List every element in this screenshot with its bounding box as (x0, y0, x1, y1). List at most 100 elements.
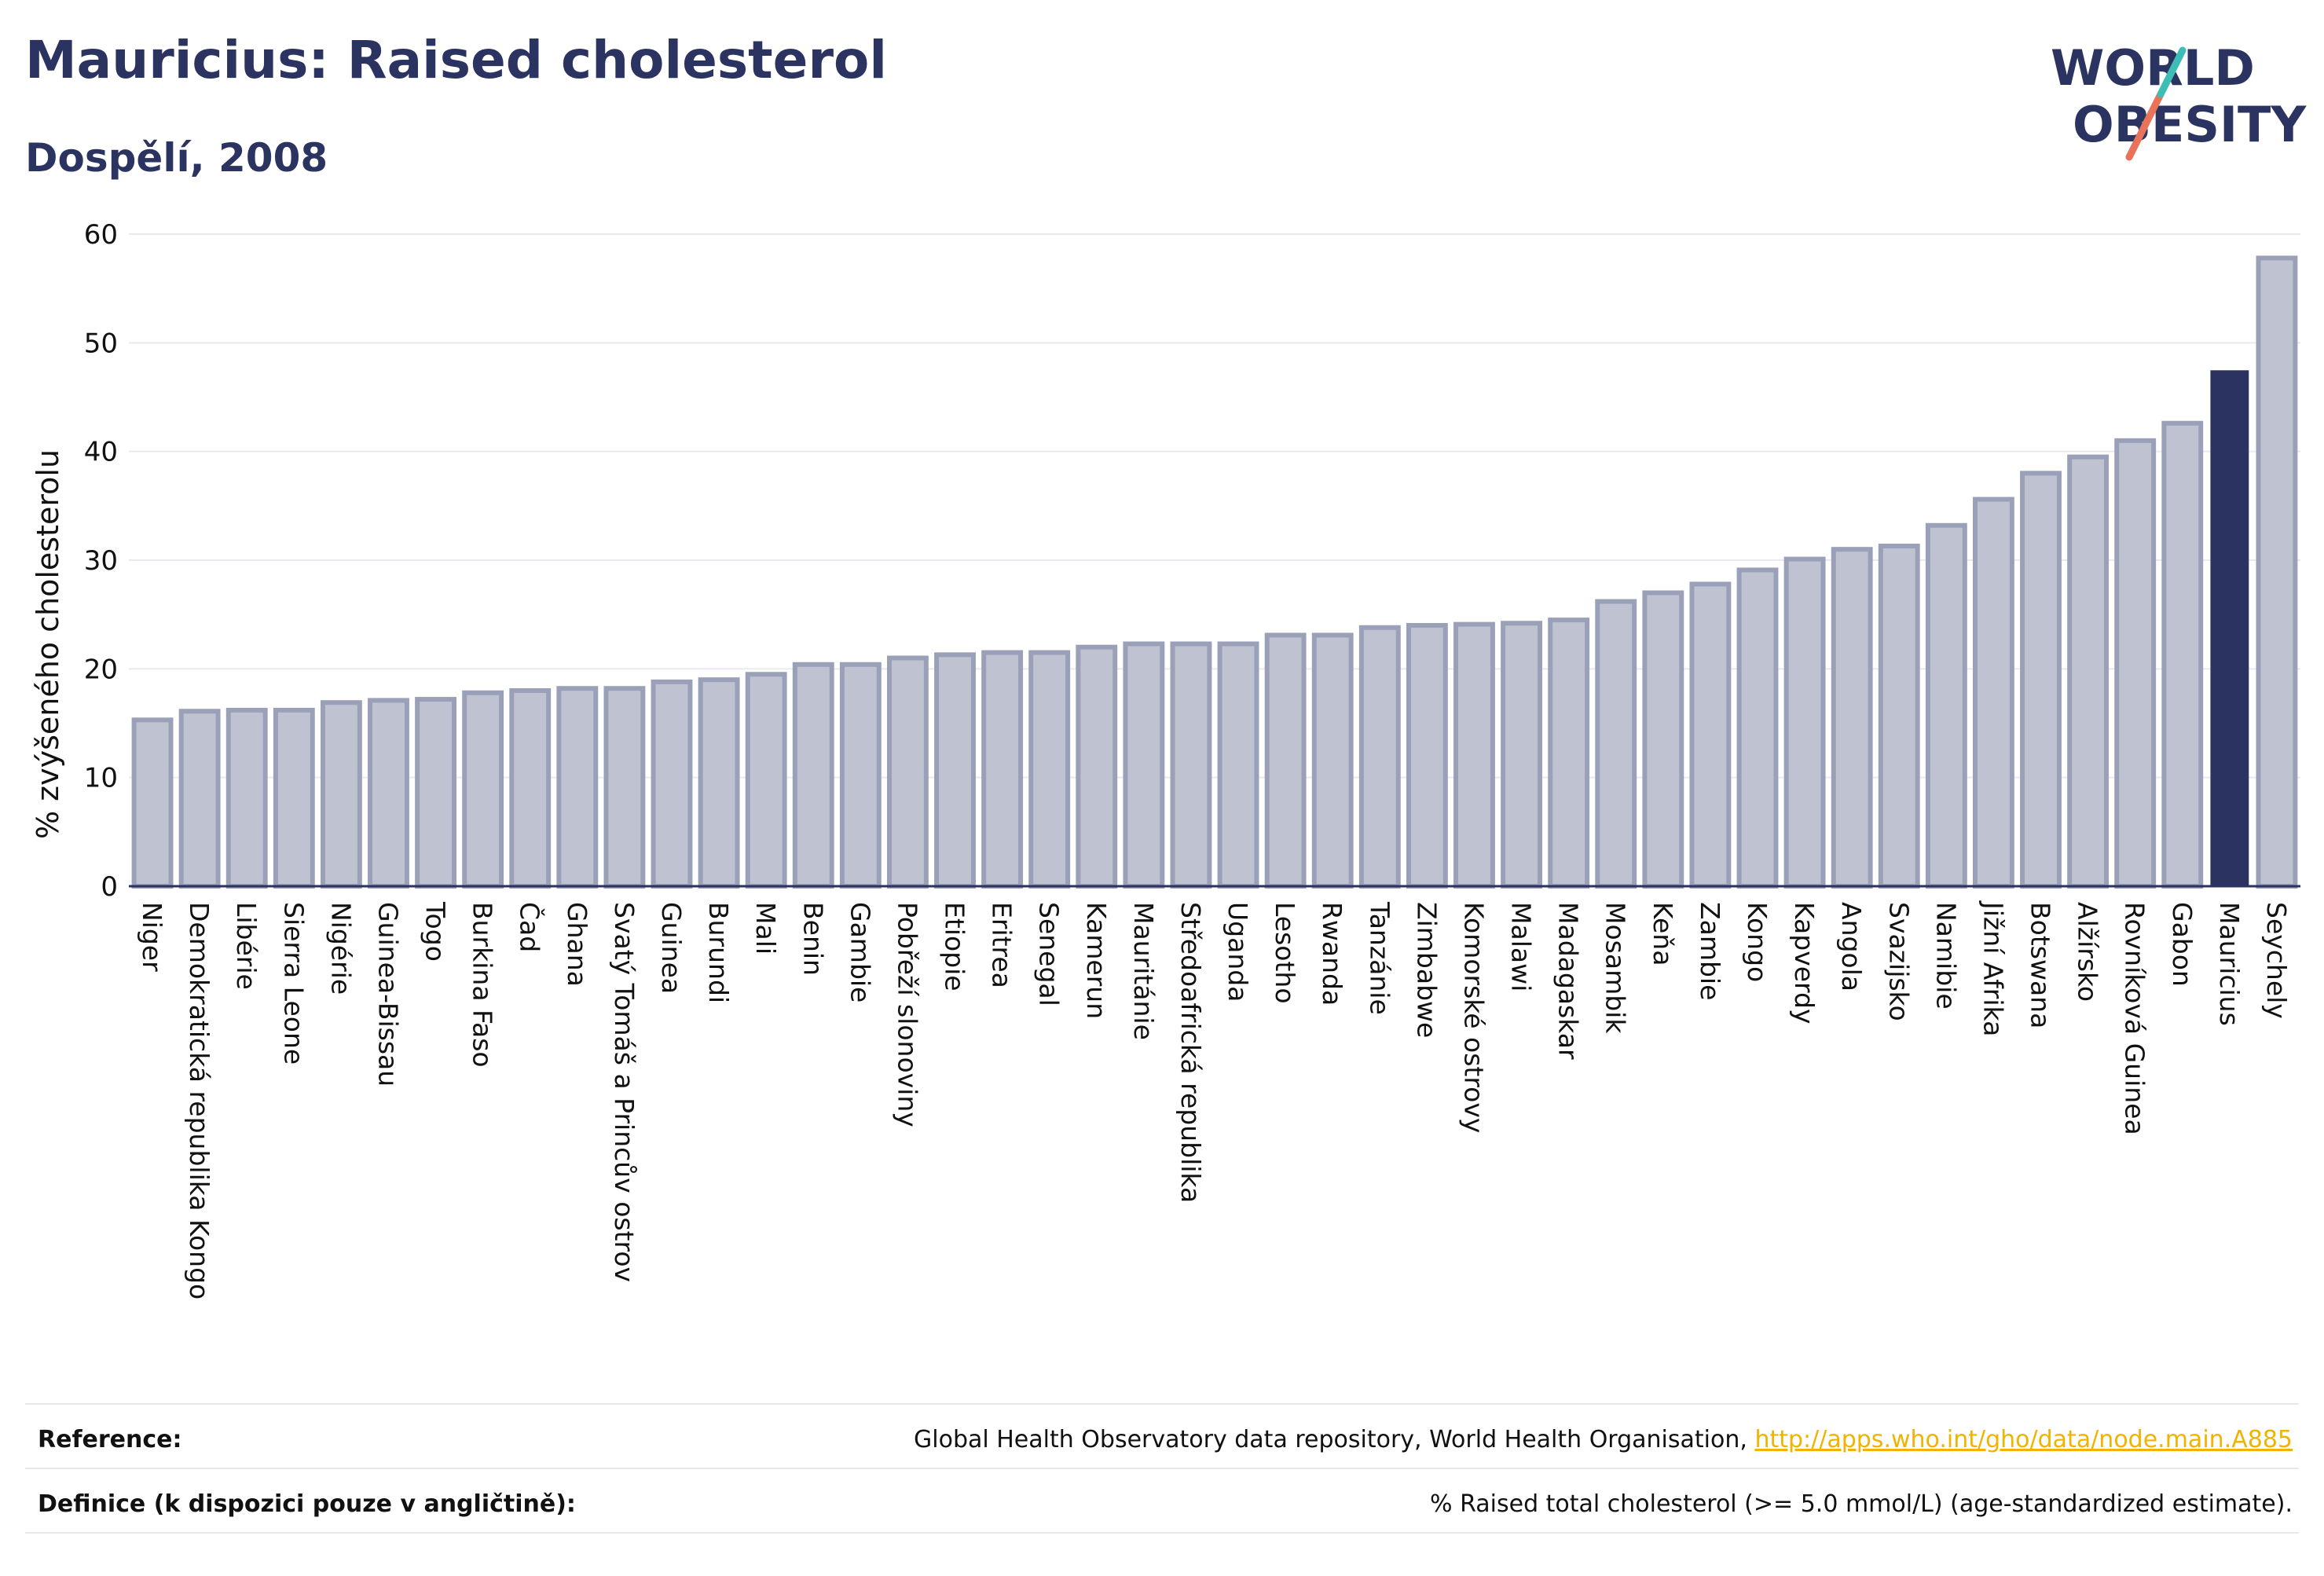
world-obesity-logo: WORLD OBESITY (2051, 39, 2307, 161)
bar-keňa[interactable] (1642, 590, 1684, 889)
bar-pobřeží-slonoviny[interactable] (887, 655, 929, 889)
bar-burkina-faso[interactable] (462, 690, 504, 889)
bar-mauricius[interactable] (2210, 370, 2249, 887)
page-subtitle: Dospělí, 2008 (25, 135, 328, 181)
page-title: Mauricius: Raised cholesterol (25, 30, 887, 90)
y-tick-label: 50 (84, 328, 118, 359)
bar-mosambik[interactable] (1595, 599, 1637, 889)
x-tick-label: Mauricius (2214, 902, 2245, 1026)
x-tick-label: Mauritánie (1128, 902, 1159, 1040)
bar-niger[interactable] (131, 717, 174, 889)
bar-chart: 0 10 20 30 40 50 60 Niger Demokratická republika… (31, 219, 2300, 1299)
definition-value: % Raised total cholesterol (>= 5.0 mmol/… (1430, 1490, 2293, 1518)
y-tick-label: 60 (84, 219, 118, 251)
x-tick-label: Sierra Leone (278, 902, 309, 1065)
x-tick-label: Libérie (231, 902, 262, 990)
x-tick-label: Svazijsko (1883, 902, 1914, 1021)
x-tick-label: Guinea (656, 902, 687, 994)
bar-kapverdy[interactable] (1783, 556, 1826, 889)
bar-demokratická-republika-kongo[interactable] (178, 709, 221, 889)
bar-ghana[interactable] (556, 686, 599, 889)
reference-text: Global Health Observatory data repositor… (914, 1426, 1755, 1453)
x-tick-label: Benin (797, 902, 828, 976)
bar-čad[interactable] (509, 688, 552, 889)
bar-eritrea[interactable] (981, 650, 1024, 889)
bar-svazijsko[interactable] (1878, 544, 1920, 889)
bar-jižní-afrika[interactable] (1973, 497, 2014, 889)
bar-svatý-tomáš-a-princův-ostrov[interactable] (603, 686, 646, 889)
x-tick-label: Čad (515, 902, 546, 952)
y-tick-label: 0 (101, 871, 118, 903)
bar-rwanda[interactable] (1311, 632, 1354, 889)
bar-komorské-ostrovy[interactable] (1453, 621, 1495, 889)
x-tick-label: Togo (420, 901, 451, 962)
x-tick-label: Angola (1836, 902, 1867, 991)
footer-divider (25, 1468, 2299, 1469)
bar-středoafrická-republika[interactable] (1170, 641, 1212, 889)
bar-seychely[interactable] (2256, 255, 2298, 889)
x-tick-label: Keňa (1648, 902, 1678, 966)
y-tick-label: 10 (84, 763, 118, 794)
x-tick-label: Lesotho (1270, 902, 1300, 1004)
bar-namibie[interactable] (1925, 522, 1967, 889)
bar-sierra-leone[interactable] (273, 707, 315, 889)
bar-guinea-bissau[interactable] (368, 698, 409, 889)
x-tick-label: Zambie (1695, 902, 1725, 1000)
x-tick-label: Tanzánie (1364, 901, 1395, 1015)
bar-senegal[interactable] (1028, 650, 1071, 889)
x-tick-label: Botswana (2025, 902, 2056, 1028)
bar-kamerun[interactable] (1076, 644, 1118, 889)
x-tick-label: Kamerun (1081, 902, 1112, 1019)
x-tick-label: Burundi (703, 902, 734, 1003)
reference-label: Reference: (38, 1426, 182, 1453)
x-tick-label: Kapverdy (1789, 902, 1820, 1024)
x-tick-label: Středoafrická republika (1175, 902, 1206, 1203)
x-tick-label: Niger (137, 902, 167, 972)
x-tick-label: Mosambik (1600, 902, 1631, 1034)
bar-uganda[interactable] (1217, 641, 1259, 889)
bar-guinea[interactable] (651, 679, 693, 889)
x-tick-label: Rwanda (1317, 902, 1347, 1006)
bar-zimbabwe[interactable] (1406, 623, 1448, 889)
logo-line-2: OBESITY (2073, 96, 2307, 153)
x-tick-label: Gabon (2167, 902, 2198, 987)
x-tick-label: Guinea-Bissau (372, 902, 403, 1087)
y-tick-label: 20 (84, 654, 118, 685)
bar-tanzánie[interactable] (1358, 625, 1401, 889)
bar-lesotho[interactable] (1264, 632, 1307, 889)
bar-alžírsko[interactable] (2067, 454, 2110, 889)
x-tick-label: Jižní Afrika (1978, 900, 2008, 1036)
x-tick-label: Eritrea (987, 902, 1017, 988)
bar-kongo[interactable] (1736, 567, 1779, 889)
x-tick-label: Burkina Faso (467, 902, 498, 1068)
bar-rovníková-guinea[interactable] (2114, 438, 2157, 889)
x-tick-label: Gambie (845, 902, 875, 1002)
bar-botswana[interactable] (2020, 471, 2062, 889)
x-tick-label: Kongo (1742, 902, 1772, 982)
bar-gambie[interactable] (839, 662, 882, 889)
bar-mali[interactable] (745, 672, 787, 889)
reference-link[interactable]: http://apps.who.int/gho/data/node.main.A… (1754, 1426, 2293, 1453)
reference-value: Global Health Observatory data repositor… (914, 1426, 2293, 1453)
bar-burundi[interactable] (698, 677, 740, 889)
bar-libérie[interactable] (225, 707, 268, 889)
bar-mauritánie[interactable] (1123, 641, 1165, 889)
bar-benin[interactable] (792, 662, 834, 889)
footer-divider (25, 1403, 2299, 1405)
bar-zambie[interactable] (1689, 581, 1732, 889)
bar-togo[interactable] (415, 697, 456, 889)
x-tick-label: Seychely (2261, 902, 2292, 1019)
logo-line-1: WORLD (2051, 39, 2255, 97)
x-tick-label: Malawi (1506, 902, 1537, 991)
bar-nigérie[interactable] (320, 700, 362, 889)
bar-madagaskar[interactable] (1548, 618, 1590, 889)
bar-gabon[interactable] (2161, 420, 2204, 889)
bar-angola[interactable] (1831, 547, 1873, 889)
bar-malawi[interactable] (1501, 621, 1542, 889)
x-tick-label: Pobřeží slonoviny (892, 902, 922, 1127)
x-tick-label: Alžírsko (2073, 902, 2103, 1002)
bar-etiopie[interactable] (934, 652, 976, 889)
x-tick-label: Zimbabwe (1411, 902, 1442, 1038)
x-tick-label: Komorské ostrovy (1458, 902, 1489, 1133)
x-tick-label: Senegal (1034, 902, 1065, 1006)
